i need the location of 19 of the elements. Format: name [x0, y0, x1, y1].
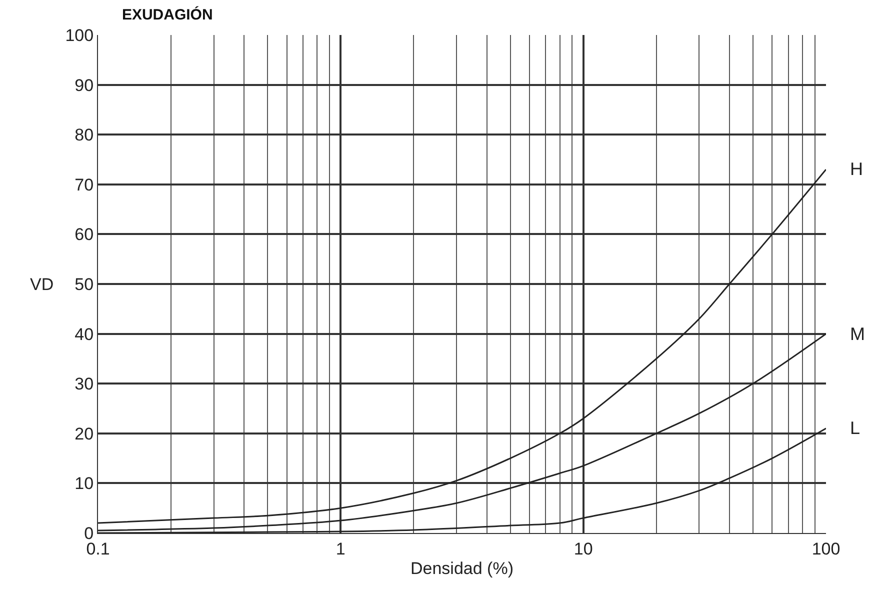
x-tick-label: 10 — [574, 539, 593, 558]
y-tick-label: 10 — [74, 474, 94, 494]
y-tick-label: 90 — [74, 76, 94, 95]
y-axis-title: VD — [30, 275, 54, 294]
y-tick-label: 50 — [74, 274, 94, 294]
y-tick-label: 20 — [74, 424, 94, 444]
y-tick-label: 80 — [74, 126, 94, 145]
series-label: M — [850, 324, 865, 344]
x-tick-label: 100 — [812, 539, 840, 558]
y-tick-label: 30 — [74, 374, 94, 394]
y-tick-label: 70 — [74, 175, 94, 194]
y-tick-label: 40 — [74, 324, 94, 344]
series-label: L — [850, 418, 860, 438]
series-label: H — [850, 159, 863, 179]
y-tick-label: 100 — [65, 26, 94, 45]
x-axis-title: Densidad (%) — [410, 558, 514, 578]
x-tick-label: 1 — [336, 539, 346, 558]
y-tick-label: 60 — [74, 225, 94, 244]
chart-title: EXUDAGIÓN — [122, 5, 213, 24]
